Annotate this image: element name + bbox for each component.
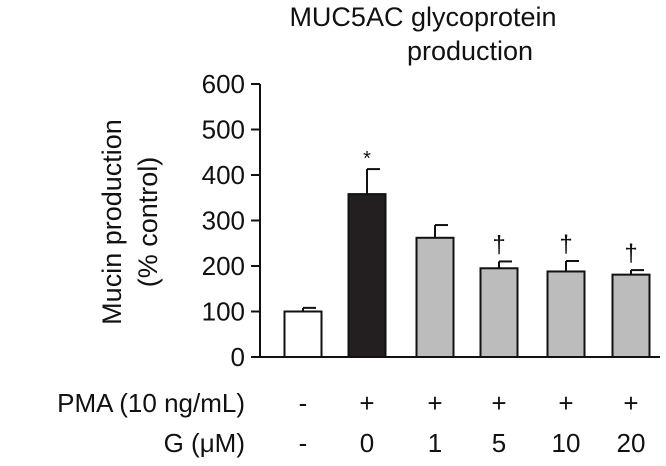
y-tick-label: 400 <box>202 160 245 190</box>
significance-marker: * <box>363 148 371 170</box>
significance-marker: † <box>624 240 637 267</box>
y-axis-label-line-2: (% control) <box>133 157 163 288</box>
y-axis-label-line-1: Mucin production <box>97 119 127 325</box>
chart-title-line-1: MUC5AC glycoprotein <box>289 2 556 32</box>
condition-label: G (μM) <box>164 428 245 458</box>
condition-value: + <box>427 388 442 418</box>
bar <box>283 310 323 358</box>
condition-value: - <box>299 428 308 458</box>
condition-label: PMA (10 ng/mL) <box>57 388 245 418</box>
condition-value: 5 <box>492 428 506 458</box>
condition-value: - <box>299 388 308 418</box>
bar <box>415 236 455 358</box>
condition-value: 0 <box>360 428 374 458</box>
y-tick-label: 200 <box>202 251 245 281</box>
bar <box>479 267 519 358</box>
condition-value: 10 <box>552 428 581 458</box>
y-tick-label: 500 <box>202 115 245 145</box>
condition-value: + <box>558 388 573 418</box>
chart-title-line-2: production <box>407 36 533 66</box>
significance-marker: † <box>492 231 505 258</box>
y-tick-label: 600 <box>202 69 245 99</box>
condition-value: + <box>491 388 506 418</box>
y-tick-label: 0 <box>231 342 245 372</box>
condition-value: 20 <box>617 428 646 458</box>
bar <box>611 273 651 358</box>
condition-value: + <box>359 388 374 418</box>
bar <box>546 270 586 358</box>
condition-value: + <box>623 388 638 418</box>
significance-marker: † <box>559 231 572 258</box>
y-tick-label: 300 <box>202 206 245 236</box>
bar <box>347 193 387 358</box>
y-tick-label: 100 <box>202 297 245 327</box>
condition-value: 1 <box>428 428 442 458</box>
